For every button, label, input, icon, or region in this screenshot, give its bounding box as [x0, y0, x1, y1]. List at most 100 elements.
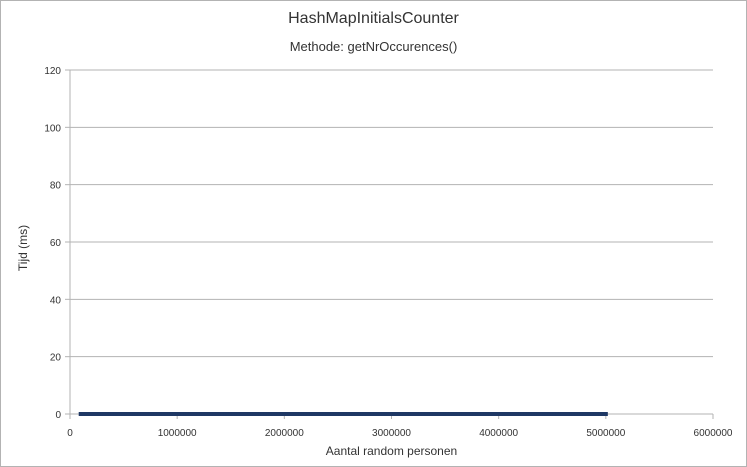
data-point — [285, 412, 290, 416]
data-point — [282, 412, 287, 416]
data-point — [250, 412, 255, 416]
data-point — [416, 412, 421, 416]
data-point — [475, 412, 480, 416]
data-point — [105, 412, 110, 416]
data-point — [134, 412, 139, 416]
data-point — [480, 412, 485, 416]
data-point — [81, 412, 86, 416]
data-point — [603, 412, 608, 416]
x-axis-title: Aantal random personen — [325, 444, 458, 458]
data-point — [515, 412, 520, 416]
data-point — [418, 412, 423, 416]
data-point — [555, 412, 560, 416]
data-point — [298, 412, 303, 416]
x-tick-label: 0 — [67, 428, 73, 439]
data-point — [518, 412, 523, 416]
data-point — [185, 412, 190, 416]
data-point — [276, 412, 281, 416]
data-point — [236, 412, 241, 416]
data-point — [566, 412, 571, 416]
data-point — [266, 412, 271, 416]
data-point — [405, 412, 410, 416]
data-point — [164, 412, 169, 416]
data-point — [464, 412, 469, 416]
data-point — [534, 412, 539, 416]
x-tick-label: 3000000 — [372, 428, 411, 439]
data-point — [461, 412, 466, 416]
data-point — [392, 412, 397, 416]
x-tick-label: 2000000 — [265, 428, 304, 439]
data-point — [271, 412, 276, 416]
y-tick-label: 100 — [44, 123, 61, 134]
data-point — [118, 412, 123, 416]
data-point — [601, 412, 606, 416]
data-point — [218, 412, 223, 416]
data-point — [132, 412, 137, 416]
data-point — [309, 412, 314, 416]
y-tick-label: 40 — [50, 295, 62, 306]
data-point — [577, 412, 582, 416]
data-point — [510, 412, 515, 416]
data-point — [424, 412, 429, 416]
data-point — [113, 412, 118, 416]
data-point — [526, 412, 531, 416]
data-point — [137, 412, 142, 416]
data-point — [220, 412, 225, 416]
data-point — [234, 412, 239, 416]
data-point — [528, 412, 533, 416]
data-point — [491, 412, 496, 416]
data-point — [330, 412, 335, 416]
y-axis-title: Tijd (ms) — [16, 224, 30, 272]
x-tick-label: 4000000 — [479, 428, 518, 439]
data-point — [129, 412, 134, 416]
data-point — [502, 412, 507, 416]
data-point — [258, 412, 263, 416]
data-point — [279, 412, 284, 416]
data-point — [437, 412, 442, 416]
data-point — [124, 412, 129, 416]
data-point — [550, 412, 555, 416]
data-point — [453, 412, 458, 416]
data-point — [571, 412, 576, 416]
data-point — [560, 412, 565, 416]
data-point — [598, 412, 603, 416]
data-point — [378, 412, 383, 416]
data-point — [175, 412, 180, 416]
data-point — [325, 412, 330, 416]
data-point — [89, 412, 94, 416]
data-point — [542, 412, 547, 416]
data-point — [499, 412, 504, 416]
data-point — [539, 412, 544, 416]
data-point — [448, 412, 453, 416]
data-point — [156, 412, 161, 416]
data-point — [523, 412, 528, 416]
data-point — [201, 412, 206, 416]
data-point — [400, 412, 405, 416]
data-point — [397, 412, 402, 416]
data-point — [483, 412, 488, 416]
data-point — [100, 412, 105, 416]
data-point — [536, 412, 541, 416]
data-point — [260, 412, 265, 416]
data-point — [169, 412, 174, 416]
data-point — [287, 412, 292, 416]
data-point — [346, 412, 351, 416]
data-point — [384, 412, 389, 416]
data-point — [544, 412, 549, 416]
data-point — [110, 412, 115, 416]
data-point — [569, 412, 574, 416]
data-point — [472, 412, 477, 416]
data-point — [410, 412, 415, 416]
data-point — [92, 412, 97, 416]
data-point — [408, 412, 413, 416]
data-point — [349, 412, 354, 416]
data-point — [209, 412, 214, 416]
data-point — [351, 412, 356, 416]
data-point — [459, 412, 464, 416]
x-tick-label: 1000000 — [158, 428, 197, 439]
data-point — [180, 412, 185, 416]
data-point — [429, 412, 434, 416]
data-point — [212, 412, 217, 416]
